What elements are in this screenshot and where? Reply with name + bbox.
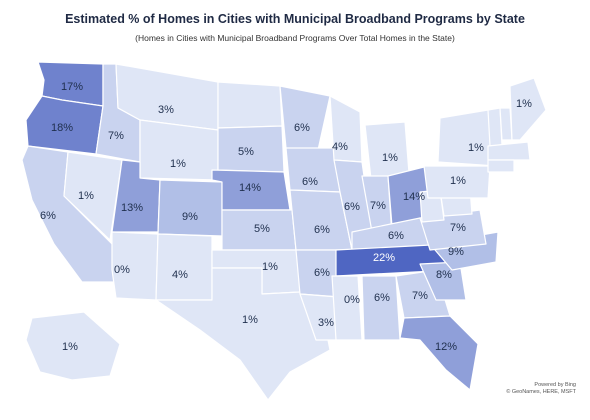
state-label-ky: 6% <box>388 230 404 242</box>
state-label-oh: 14% <box>403 191 425 203</box>
state-label-ar: 6% <box>314 267 330 279</box>
state-label-tx: 1% <box>242 314 258 326</box>
state-ct <box>487 159 515 173</box>
state-label-nm: 4% <box>172 269 188 281</box>
state-ak <box>25 311 121 381</box>
state-label-il: 6% <box>344 201 360 213</box>
state-label-ga: 7% <box>412 290 428 302</box>
state-label-or: 18% <box>51 122 73 134</box>
state-label-ne: 14% <box>239 182 261 194</box>
state-label-ca: 6% <box>40 210 56 222</box>
state-label-ms: 0% <box>344 294 360 306</box>
state-label-co: 9% <box>182 211 198 223</box>
state-label-wa: 17% <box>61 81 83 93</box>
state-nd <box>217 81 283 129</box>
state-label-fl: 12% <box>435 341 457 353</box>
state-al <box>361 275 401 341</box>
state-co <box>157 179 223 237</box>
state-nh <box>499 107 513 141</box>
state-label-nc: 9% <box>448 246 464 258</box>
state-ms <box>331 275 363 341</box>
state-label-sc: 8% <box>436 269 452 281</box>
state-label-ak: 1% <box>62 341 78 353</box>
state-wy <box>139 119 219 181</box>
state-label-va: 7% <box>450 222 466 234</box>
state-label-wy: 1% <box>170 158 186 170</box>
state-label-mn: 6% <box>294 122 310 134</box>
state-label-mo: 6% <box>314 224 330 236</box>
state-label-la: 3% <box>318 317 334 329</box>
state-label-tn: 22% <box>373 252 395 264</box>
state-nv <box>63 151 123 241</box>
state-me <box>509 77 547 141</box>
state-label-in: 7% <box>370 200 386 212</box>
state-label-id: 7% <box>108 130 124 142</box>
state-label-ut: 13% <box>121 202 143 214</box>
state-label-pa: 1% <box>450 175 466 187</box>
state-label-mt: 3% <box>158 104 174 116</box>
state-az <box>111 231 159 301</box>
state-label-ia: 6% <box>302 176 318 188</box>
state-tx <box>155 267 331 401</box>
state-label-ny: 1% <box>468 142 484 154</box>
state-label-ks: 5% <box>254 223 270 235</box>
state-ny <box>437 109 497 167</box>
state-nm <box>155 233 213 301</box>
state-label-nv: 1% <box>78 190 94 202</box>
credit-powered-by: Powered by Bing <box>534 382 576 388</box>
state-label-wi: 4% <box>332 141 348 153</box>
state-label-sd: 5% <box>238 146 254 158</box>
credit-copyright: © GeoNames, HERE, MSFT <box>506 389 576 395</box>
state-mn <box>279 85 331 151</box>
map-subtitle: (Homes in Cities with Municipal Broadban… <box>135 33 455 43</box>
state-ma <box>487 141 531 161</box>
state-label-mi: 1% <box>382 152 398 164</box>
map-title: Estimated % of Homes in Cities with Muni… <box>65 12 525 26</box>
state-label-ok: 1% <box>262 261 278 273</box>
state-label-al: 6% <box>374 292 390 304</box>
state-label-me: 1% <box>516 98 532 110</box>
state-fl <box>399 315 479 391</box>
state-pa <box>423 165 491 199</box>
state-label-az: 0% <box>114 264 130 276</box>
